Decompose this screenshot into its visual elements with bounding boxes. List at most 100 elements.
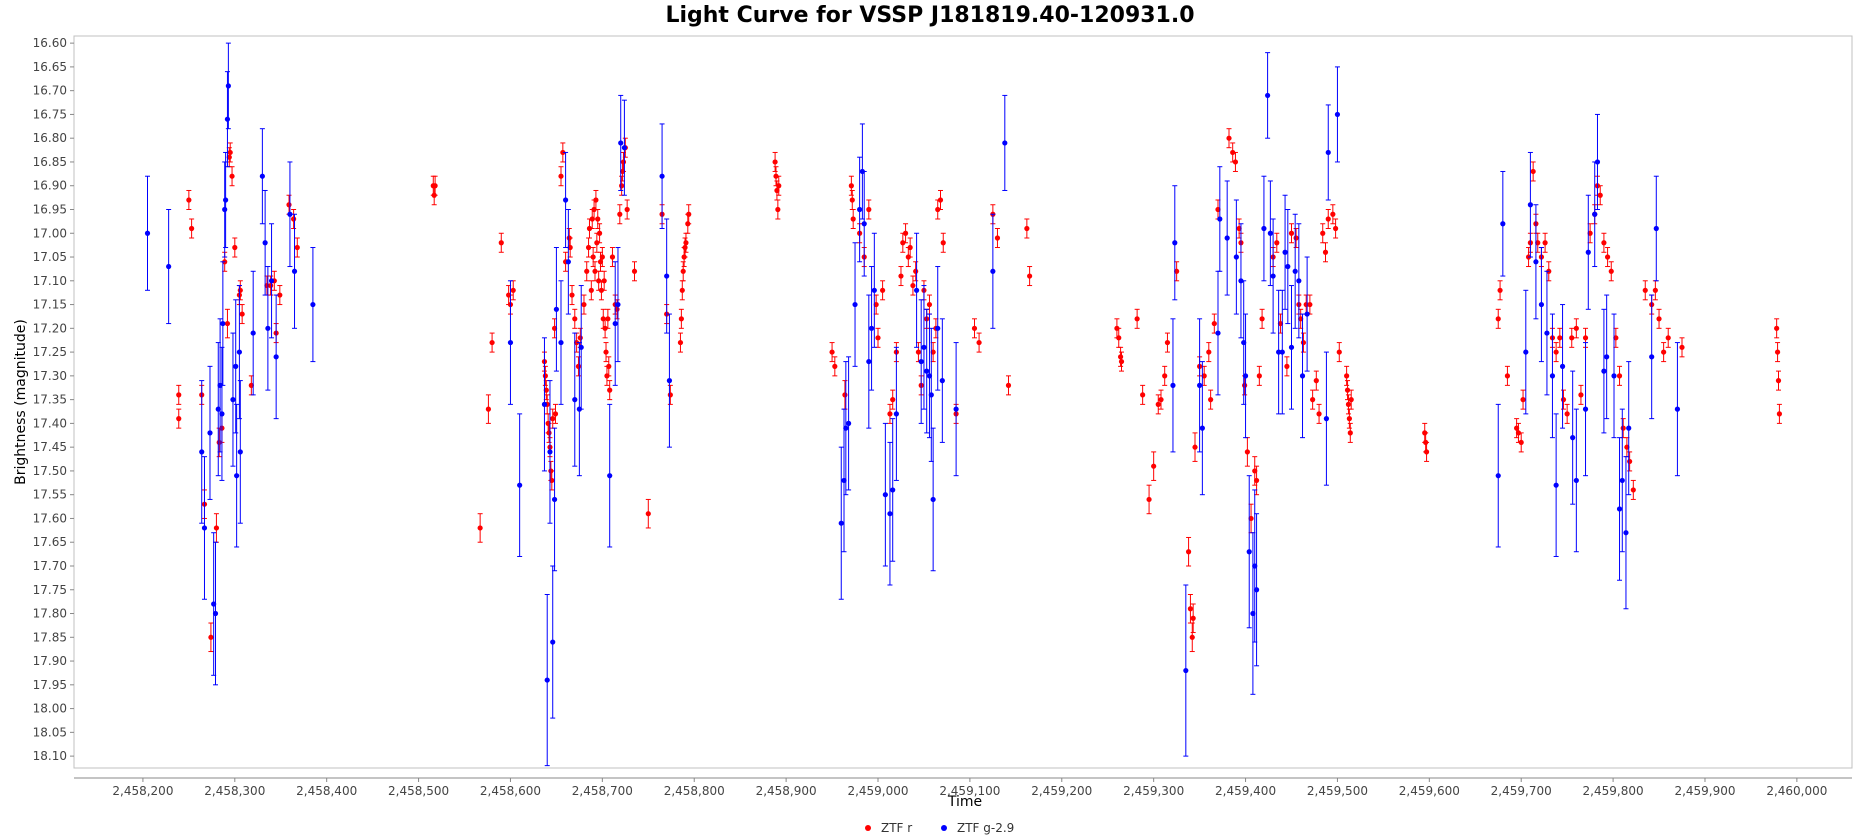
y-tick-label: 17.20 — [33, 321, 67, 335]
data-point — [664, 273, 670, 279]
y-tick-label: 17.55 — [33, 488, 67, 502]
data-point — [211, 601, 217, 607]
data-point — [268, 278, 275, 284]
data-point — [208, 634, 214, 640]
data-point — [237, 287, 243, 293]
data-point — [517, 482, 523, 488]
x-tick-label: 2,458,800 — [664, 784, 725, 798]
data-point — [1215, 206, 1221, 213]
data-point — [1325, 216, 1331, 222]
y-tick-label: 17.25 — [33, 345, 67, 359]
data-point — [607, 473, 613, 479]
data-point — [679, 287, 685, 293]
data-point — [861, 221, 867, 227]
data-point — [1535, 240, 1541, 246]
data-point — [1604, 354, 1610, 360]
data-point — [1345, 401, 1352, 407]
data-point — [1587, 230, 1593, 236]
data-point — [1582, 406, 1589, 412]
data-point — [1515, 430, 1522, 436]
x-tick-label: 2,458,400 — [296, 784, 357, 798]
data-point — [882, 492, 888, 498]
series-1 — [144, 42, 1681, 767]
data-point — [1146, 496, 1152, 503]
data-point — [1248, 515, 1254, 522]
data-point — [550, 416, 556, 422]
data-point — [581, 301, 587, 308]
x-tick-label: 2,459,900 — [1674, 784, 1735, 798]
data-point — [219, 411, 225, 417]
data-point — [953, 406, 959, 412]
data-point — [1613, 335, 1619, 341]
data-point — [678, 316, 684, 322]
data-point — [890, 487, 896, 493]
data-point — [259, 173, 265, 179]
data-point — [1164, 339, 1171, 346]
data-point — [1185, 549, 1192, 555]
data-point — [599, 254, 605, 260]
data-point — [572, 316, 578, 322]
data-point — [924, 368, 930, 374]
data-point — [1226, 135, 1232, 141]
y-tick-label: 18.05 — [33, 725, 67, 739]
data-point — [596, 230, 603, 236]
data-point — [682, 244, 688, 251]
data-point — [595, 216, 601, 222]
data-point — [1117, 354, 1124, 360]
data-point — [659, 173, 665, 179]
x-tick-label: 2,459,300 — [1123, 784, 1184, 798]
data-point — [268, 282, 274, 289]
data-point — [990, 268, 996, 274]
data-point — [510, 287, 516, 293]
data-point — [603, 349, 609, 355]
data-point — [1250, 610, 1256, 617]
y-tick-label: 16.90 — [33, 179, 67, 193]
data-point — [1005, 382, 1012, 388]
data-point — [1497, 287, 1503, 293]
data-point — [1118, 358, 1125, 365]
data-point — [1776, 411, 1783, 417]
data-point — [189, 225, 195, 232]
data-point — [1520, 397, 1526, 403]
data-point — [1523, 349, 1529, 355]
data-point — [1298, 316, 1304, 322]
y-tick-label: 17.45 — [33, 440, 67, 454]
data-point — [887, 411, 893, 417]
data-point — [236, 349, 242, 355]
y-tick-label: 17.75 — [33, 583, 67, 597]
data-point — [286, 202, 292, 208]
data-point — [1134, 316, 1140, 322]
data-point — [1325, 149, 1331, 156]
data-point — [619, 183, 625, 189]
data-point — [666, 378, 673, 384]
data-point — [1215, 330, 1221, 336]
data-point — [1276, 349, 1282, 355]
data-point — [217, 382, 223, 388]
data-point — [1253, 587, 1260, 593]
data-point — [291, 268, 298, 274]
y-tick-label: 17.95 — [33, 678, 67, 692]
data-point — [1323, 416, 1330, 422]
data-point — [432, 183, 438, 189]
data-point — [1190, 615, 1196, 621]
data-point — [1158, 397, 1164, 403]
data-point — [1518, 439, 1524, 446]
data-point — [631, 268, 638, 274]
data-point — [560, 149, 566, 156]
data-point — [1775, 378, 1782, 384]
data-point — [1665, 335, 1671, 341]
data-point — [1241, 339, 1247, 346]
data-point — [273, 354, 279, 360]
y-tick-label: 16.80 — [33, 131, 67, 145]
data-point — [558, 173, 564, 179]
data-point — [850, 216, 856, 222]
y-axis-label: Brightness (magnitude) — [13, 319, 29, 485]
data-point — [224, 320, 231, 327]
y-tick-label: 16.75 — [33, 107, 67, 121]
data-point — [572, 397, 578, 403]
data-point — [1288, 344, 1295, 350]
x-tick-label: 2,459,600 — [1399, 784, 1460, 798]
data-point — [913, 287, 920, 293]
data-point — [848, 183, 854, 189]
